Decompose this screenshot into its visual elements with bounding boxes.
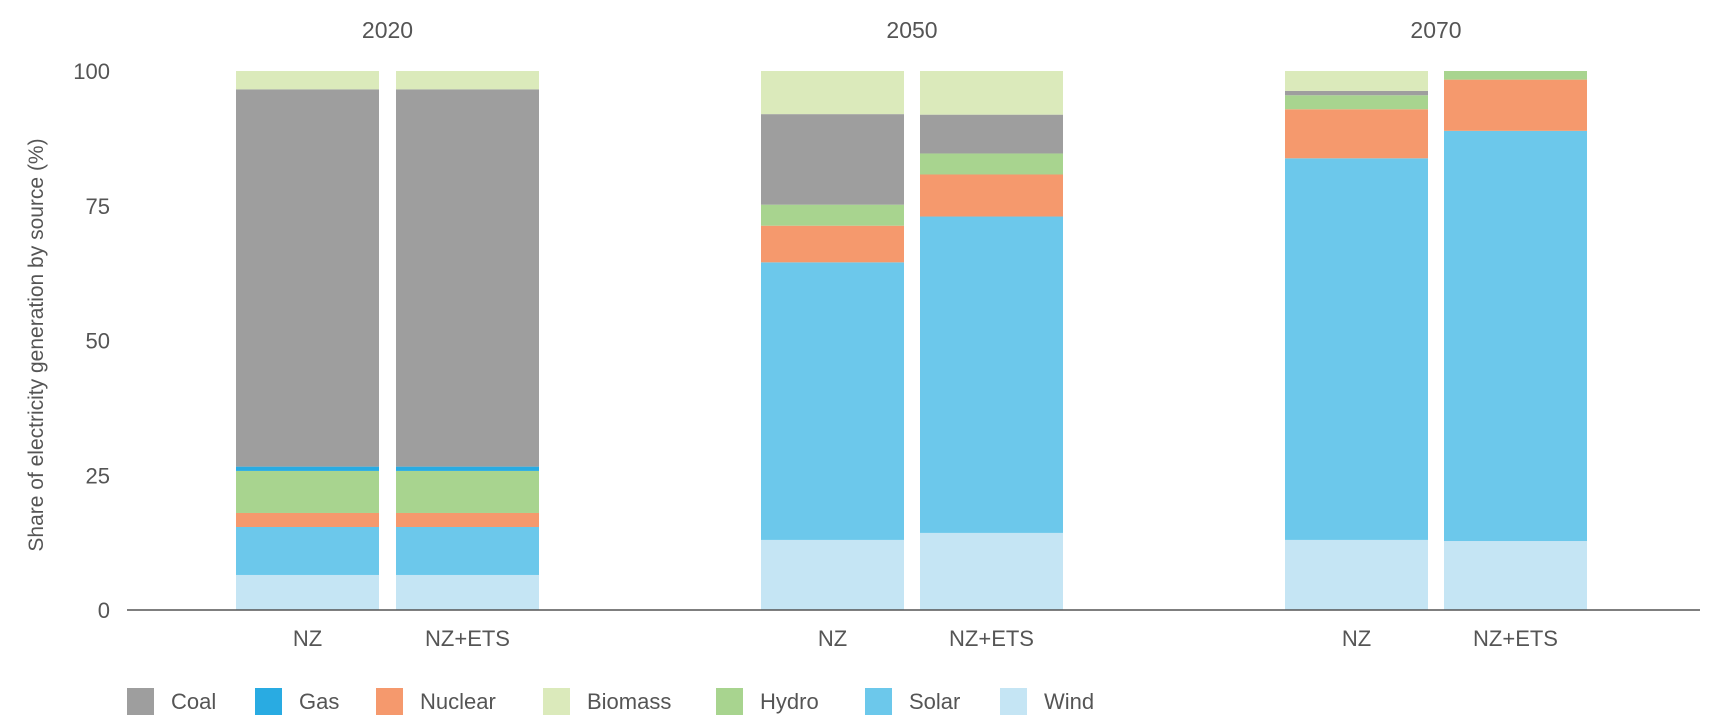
bar-segment-gas-2020-nz-ets xyxy=(396,466,539,471)
legend-swatch-gas xyxy=(255,688,282,715)
legend-label-nuclear: Nuclear xyxy=(420,689,496,714)
bar-segment-solar-2050-nz xyxy=(761,262,904,540)
bar-segment-wind-2020-nz-ets xyxy=(396,574,539,610)
bar-segment-nuclear-2050-nz-ets xyxy=(920,174,1063,217)
y-axis-ticks: 0 25 50 75 100 xyxy=(73,59,110,623)
legend-label-gas: Gas xyxy=(299,689,339,714)
category-label-2050-nz: NZ xyxy=(818,626,847,651)
bar-segment-solar-2020-nz xyxy=(236,526,379,575)
legend-swatch-hydro xyxy=(716,688,743,715)
legend-label-wind: Wind xyxy=(1044,689,1094,714)
legend-swatch-solar xyxy=(865,688,892,715)
bar-segment-solar-2070-nz-ets xyxy=(1444,130,1587,542)
bar-segment-biomass-2020-nz-ets xyxy=(396,71,539,90)
bar-segment-wind-2050-nz-ets xyxy=(920,532,1063,610)
bar-segment-hydro-2050-nz-ets xyxy=(920,153,1063,175)
bar-segment-nuclear-2070-nz-ets xyxy=(1444,79,1587,131)
bar-segment-coal-2070-nz xyxy=(1285,90,1428,96)
bar-segment-hydro-2070-nz xyxy=(1285,95,1428,110)
legend-label-coal: Coal xyxy=(171,689,216,714)
bar-segment-coal-2050-nz-ets xyxy=(920,114,1063,154)
legend-label-hydro: Hydro xyxy=(760,689,819,714)
bar-segment-solar-2020-nz-ets xyxy=(396,526,539,575)
bar-segment-nuclear-2050-nz xyxy=(761,225,904,263)
legend-swatch-biomass xyxy=(543,688,570,715)
bar-segment-biomass-2050-nz-ets xyxy=(920,71,1063,115)
y-axis-label: Share of electricity generation by sourc… xyxy=(25,138,48,551)
y-tick-label-75: 75 xyxy=(86,194,110,219)
bar-segment-nuclear-2070-nz xyxy=(1285,109,1428,159)
category-label-2020-nz: NZ xyxy=(293,626,322,651)
bar-segment-hydro-2050-nz xyxy=(761,204,904,226)
bar-segment-nuclear-2020-nz-ets xyxy=(396,512,539,527)
y-tick-label-50: 50 xyxy=(86,329,110,354)
bars-layer xyxy=(236,71,1587,610)
bar-segment-biomass-2070-nz xyxy=(1285,71,1428,91)
legend-label-biomass: Biomass xyxy=(587,689,671,714)
bar-segment-wind-2020-nz xyxy=(236,574,379,610)
group-label-2020: 2020 xyxy=(362,17,413,43)
bar-segment-coal-2020-nz-ets xyxy=(396,89,539,467)
category-label-2050-nz-ets: NZ+ETS xyxy=(949,626,1034,651)
bar-segment-wind-2050-nz xyxy=(761,539,904,610)
category-label-2070-nz-ets: NZ+ETS xyxy=(1473,626,1558,651)
bar-segment-hydro-2020-nz xyxy=(236,470,379,513)
bar-segment-coal-2020-nz xyxy=(236,89,379,467)
bar-segment-solar-2050-nz-ets xyxy=(920,216,1063,533)
y-tick-label-25: 25 xyxy=(86,463,110,488)
legend-swatch-wind xyxy=(1000,688,1027,715)
group-label-2070: 2070 xyxy=(1410,17,1461,43)
bar-segment-gas-2020-nz xyxy=(236,466,379,471)
bar-segment-biomass-2020-nz xyxy=(236,71,379,90)
legend: Coal Gas Nuclear Biomass Hydro Solar Wind xyxy=(127,688,1094,715)
bar-segment-wind-2070-nz-ets xyxy=(1444,541,1587,610)
category-labels: NZ NZ+ETS NZ NZ+ETS NZ NZ+ETS xyxy=(293,626,1558,651)
bar-segment-wind-2070-nz xyxy=(1285,539,1428,610)
y-tick-label-0: 0 xyxy=(98,598,110,623)
group-labels: 2020 2050 2070 xyxy=(362,17,1462,43)
bar-segment-solar-2070-nz xyxy=(1285,158,1428,540)
legend-swatch-nuclear xyxy=(376,688,403,715)
category-label-2020-nz-ets: NZ+ETS xyxy=(425,626,510,651)
group-label-2050: 2050 xyxy=(886,17,937,43)
bar-segment-nuclear-2020-nz xyxy=(236,512,379,527)
bar-segment-hydro-2020-nz-ets xyxy=(396,470,539,513)
bar-segment-coal-2050-nz xyxy=(761,114,904,205)
bar-segment-hydro-2070-nz-ets xyxy=(1444,71,1587,80)
category-label-2070-nz: NZ xyxy=(1342,626,1371,651)
bar-segment-biomass-2050-nz xyxy=(761,71,904,115)
y-tick-label-100: 100 xyxy=(73,59,110,84)
legend-label-solar: Solar xyxy=(909,689,960,714)
legend-swatch-coal xyxy=(127,688,154,715)
